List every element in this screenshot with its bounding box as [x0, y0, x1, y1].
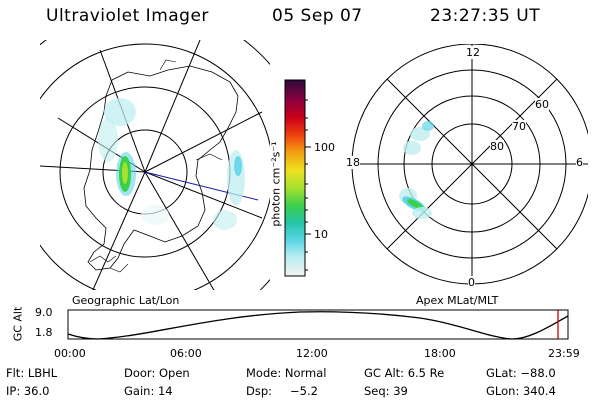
mode-status: Mode: Normal: [246, 366, 327, 380]
seq-status: Seq: 39: [364, 384, 408, 398]
dsp-value: −5.2: [290, 384, 318, 398]
colorbar-unit-label: photon cm⁻²s⁻¹: [269, 141, 283, 227]
colorbar-gradient: [284, 79, 306, 277]
polar-map-label: Apex MLat/MLT: [416, 294, 499, 307]
filter-status: Flt: LBHL: [6, 366, 58, 380]
mlt-label-0: 0: [468, 276, 475, 289]
glat-status: GLat: −88.0: [486, 366, 556, 380]
colorbar-tick-100: 100: [314, 141, 335, 154]
geo-meridian: [144, 171, 215, 290]
coast-detail: [89, 59, 223, 273]
geo-map-label: Geographic Lat/Lon: [72, 294, 180, 307]
time-tick-2359: 23:59: [548, 347, 580, 360]
mlat-label-80: 80: [490, 140, 504, 153]
time-tick-0000: 00:00: [54, 347, 86, 360]
polar-mlat-mlt-map: [351, 44, 588, 285]
colorbar-tick-10: 10: [314, 228, 328, 241]
geo-meridian: [144, 40, 201, 173]
altitude-ytick-1-8: 1.8: [35, 326, 53, 339]
time-tick-1200: 12:00: [296, 347, 328, 360]
time-tick-0600: 06:00: [170, 347, 202, 360]
altitude-ylabel: GC Alt: [11, 306, 25, 342]
instrument-title: Ultraviolet Imager: [46, 6, 209, 26]
altitude-plot-frame: [67, 309, 569, 340]
colorbar: [284, 79, 311, 277]
aurora-emission-geo: [98, 98, 245, 230]
antarctica-coastline: [83, 65, 239, 271]
time-tick-1800: 18:00: [424, 347, 456, 360]
altitude-ytick-9: 9.0: [35, 306, 53, 319]
dsp-label: Dsp:: [246, 384, 273, 398]
mlt-label-18: 18: [346, 156, 360, 169]
mlt-line-diag: [386, 78, 558, 250]
gc-alt-status: GC Alt: 6.5 Re: [364, 366, 445, 380]
glon-status: GLon: 340.4: [486, 384, 556, 398]
geo-meridian: [144, 171, 263, 219]
mlt-label-12: 12: [466, 46, 480, 59]
aurora-emission-polar: [399, 121, 434, 219]
orbit-altitude-curve: [67, 311, 569, 340]
mlat-label-70: 70: [512, 120, 526, 133]
geographic-map: [40, 40, 270, 290]
gain-status: Gain: 14: [124, 384, 173, 398]
mlat-label-60: 60: [535, 98, 549, 111]
geo-meridian: [144, 111, 263, 173]
date-label: 05 Sep 07: [272, 6, 363, 26]
geo-lat-circle-3: [40, 43, 270, 290]
mlt-label-6: 6: [576, 156, 583, 169]
geo-meridian: [92, 171, 146, 290]
ip-status: IP: 36.0: [6, 384, 50, 398]
door-status: Door: Open: [124, 366, 190, 380]
altitude-timeline-plot: [67, 309, 569, 340]
time-label: 23:27:35 UT: [430, 6, 541, 26]
